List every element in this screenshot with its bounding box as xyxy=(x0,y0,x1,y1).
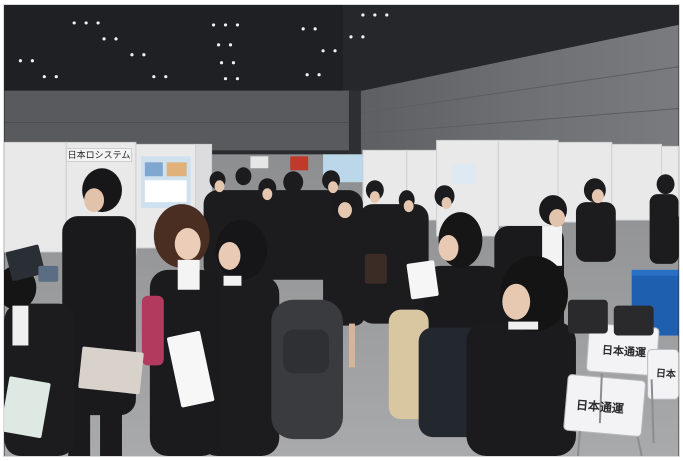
chair-label: 日本通運 xyxy=(601,343,647,360)
person-woman-scarf xyxy=(141,204,220,456)
photo-frame: 日本ロシステム 日本通運 日本通運 日本 xyxy=(3,4,680,457)
ceiling-right xyxy=(342,5,679,95)
person-center xyxy=(323,191,387,368)
left-screens xyxy=(5,244,59,282)
dark-chairs xyxy=(567,299,654,336)
right-wall xyxy=(352,24,679,155)
chair-legs xyxy=(576,373,655,456)
person-man-left xyxy=(62,168,144,456)
person-front-right xyxy=(466,255,576,456)
chairs xyxy=(563,323,679,437)
pillar xyxy=(348,90,361,159)
booth-posters xyxy=(140,154,477,209)
back-wall xyxy=(4,90,353,151)
ceiling-lights xyxy=(18,13,389,81)
booth-sign: 日本ロシステム xyxy=(66,148,132,162)
distant-faces xyxy=(214,180,604,213)
chair-label: 日本 xyxy=(655,368,677,381)
event-hall-photo xyxy=(4,5,679,456)
